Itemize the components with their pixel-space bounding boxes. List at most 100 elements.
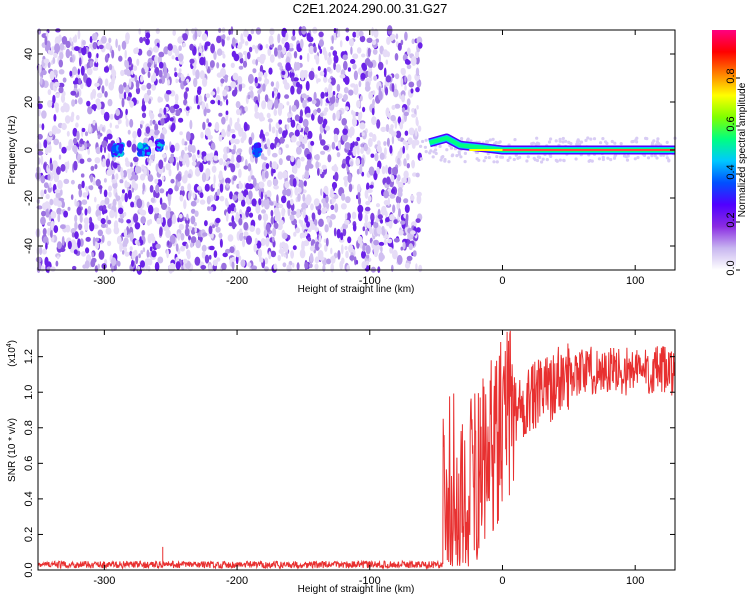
spectrogram-noise-cell xyxy=(265,190,272,199)
spectrogram-noise-cell xyxy=(396,202,401,210)
signal-halo-cell xyxy=(630,140,634,144)
spectrogram-noise-cell xyxy=(61,200,65,208)
spectrogram-noise-cell xyxy=(291,104,297,112)
spectrogram-noise-cell xyxy=(158,69,163,78)
spectrogram-noise-cell xyxy=(409,194,415,201)
spectrogram-noise-cell xyxy=(94,82,100,88)
spectrogram-noise-cell xyxy=(184,146,188,151)
spectrogram-x-tick-label: -300 xyxy=(93,275,115,287)
spectrogram-noise-cell xyxy=(333,61,336,71)
spectrogram-noise-cell xyxy=(109,122,113,129)
spectrogram-noise-cell xyxy=(357,235,363,244)
spectrogram-noise-cell xyxy=(267,101,273,110)
signal-halo-cell xyxy=(419,144,423,148)
spectrogram-noise-cell xyxy=(361,132,365,137)
spectrogram-noise-cell xyxy=(167,240,170,246)
spectrogram-noise-cell xyxy=(235,101,241,109)
spectrogram-noise-cell xyxy=(410,230,416,235)
spectrogram-noise-cell xyxy=(372,48,378,55)
spectrogram-noise-cell xyxy=(281,37,285,45)
spectrogram-noise-cell xyxy=(355,111,359,117)
spectrogram-noise-cell xyxy=(127,172,132,180)
spectrogram-noise-cell xyxy=(401,67,406,76)
spectrogram-noise-cell xyxy=(366,37,373,43)
spectrogram-noise-cell xyxy=(154,178,159,184)
spectrogram-noise-cell xyxy=(266,112,271,119)
signal-halo-cell xyxy=(500,155,504,159)
spectrogram-noise-cell xyxy=(91,257,97,263)
spectrogram-noise-cell xyxy=(282,262,287,268)
spectrogram-noise-cell xyxy=(140,75,144,83)
spectrogram-noise-cell xyxy=(191,28,195,34)
spectrogram-noise-cell xyxy=(334,203,339,213)
spectrogram-noise-cell xyxy=(264,257,269,265)
spectrogram-noise-cell xyxy=(391,135,395,145)
spectrogram-noise-cell xyxy=(124,192,128,203)
spectrogram-noise-cell xyxy=(307,97,313,102)
spectrogram-noise-cell xyxy=(213,174,216,184)
spectrogram-noise-cell xyxy=(258,198,262,206)
spectrogram-noise-cell xyxy=(287,206,291,217)
spectrogram-noise-cell xyxy=(306,221,310,228)
spectrogram-cluster-cell xyxy=(138,149,143,155)
spectrogram-noise-cell xyxy=(276,142,280,148)
spectrogram-noise-cell xyxy=(212,183,216,189)
spectrogram-noise-cell xyxy=(159,188,165,194)
snr-scale-label: (x104) xyxy=(6,340,18,367)
spectrogram-noise-cell xyxy=(347,236,352,244)
spectrogram-noise-cell xyxy=(251,175,255,180)
spectrogram-noise-cell xyxy=(118,207,124,215)
spectrogram-noise-cell xyxy=(307,195,312,203)
spectrogram-noise-cell xyxy=(307,36,314,43)
spectrogram-noise-cell xyxy=(118,217,121,223)
spectrogram-noise-cell xyxy=(45,193,50,200)
signal-halo-cell xyxy=(555,159,559,163)
spectrogram-noise-cell xyxy=(373,221,379,229)
spectrogram-noise-cell xyxy=(346,212,351,220)
spectrogram-noise-cell xyxy=(261,170,265,180)
spectrogram-noise-cell xyxy=(210,206,214,211)
spectrogram-noise-cell xyxy=(76,201,80,207)
spectrogram-noise-cell xyxy=(387,166,392,175)
signal-halo-cell xyxy=(484,156,488,160)
spectrogram-noise-cell xyxy=(192,192,196,199)
signal-halo-cell xyxy=(535,136,539,140)
spectrogram-noise-cell xyxy=(167,48,173,57)
spectrogram-noise-cell xyxy=(269,160,272,168)
spectrogram-noise-cell xyxy=(42,228,47,236)
figure-title: C2E1.2024.290.00.31.G27 xyxy=(293,1,448,16)
spectrogram-noise-cell xyxy=(109,113,114,120)
spectrogram-noise-cell xyxy=(291,135,297,143)
spectrogram-noise-cell xyxy=(318,235,322,243)
spectrogram-noise-cell xyxy=(249,225,255,233)
spectrogram-noise-cell xyxy=(89,36,93,43)
spectrogram-noise-cell xyxy=(304,240,308,246)
spectrogram-noise-cell xyxy=(177,232,181,241)
spectrogram-noise-cell xyxy=(331,181,338,189)
signal-halo-cell xyxy=(569,141,573,146)
snr-y-tick-label: 1.2 xyxy=(23,349,35,364)
spectrogram-noise-cell xyxy=(271,126,276,134)
spectrogram-noise-cell xyxy=(223,165,227,171)
spectrogram-noise-cell xyxy=(182,42,187,48)
spectrogram-noise-cell xyxy=(345,250,349,259)
spectrogram-noise-cell xyxy=(178,213,183,219)
spectrogram-noise-cell xyxy=(81,180,85,189)
signal-halo-cell xyxy=(457,152,461,156)
spectrogram-noise-cell xyxy=(71,232,75,238)
spectrogram-noise-cell xyxy=(373,75,378,81)
spectrogram-noise-cell xyxy=(188,235,191,241)
spectrogram-noise-cell xyxy=(243,50,247,56)
signal-halo-cell xyxy=(525,159,529,163)
spectrogram-noise-cell xyxy=(244,53,248,64)
snr-y-tick-label: 0.2 xyxy=(23,527,35,542)
spectrogram-noise-cell xyxy=(308,45,315,55)
spectrogram-noise-cell xyxy=(183,99,188,106)
spectrogram-noise-cell xyxy=(59,42,65,51)
signal-halo-cell xyxy=(577,139,581,143)
spectrogram-noise-cell xyxy=(278,119,283,125)
spectrogram-noise-cell xyxy=(121,189,125,194)
spectrogram-noise-cell xyxy=(202,232,208,237)
spectrogram-noise-cell xyxy=(393,238,400,243)
spectrogram-noise-cell xyxy=(225,110,229,116)
